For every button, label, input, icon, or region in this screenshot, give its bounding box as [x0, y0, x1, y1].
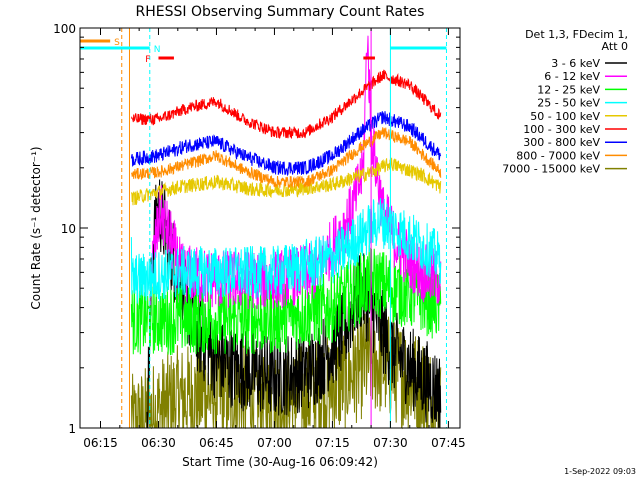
x-tick-label-4: 07:15: [315, 436, 350, 450]
legend-header-line1: Det 1,3, FDecim 1,: [525, 28, 628, 41]
legend-label-5: 100 - 300 keV: [523, 123, 600, 136]
chart-title: RHESSI Observing Summary Count Rates: [136, 4, 425, 20]
legend-label-1: 6 - 12 keV: [544, 70, 600, 83]
x-tick-label-3: 07:00: [257, 436, 292, 450]
flag-label-0: S: [114, 38, 120, 48]
legend-label-0: 3 - 6 keV: [551, 57, 600, 70]
legend-label-2: 12 - 25 keV: [537, 83, 600, 96]
flag-label-1: N: [154, 45, 161, 55]
y-tick-label-0: 1: [68, 422, 76, 436]
y-tick-label-1: 10: [61, 222, 76, 236]
x-tick-label-5: 07:30: [373, 436, 408, 450]
series-line-4: [130, 157, 442, 206]
legend-label-3: 25 - 50 keV: [537, 97, 600, 110]
x-tick-label-0: 06:15: [83, 436, 118, 450]
x-tick-label-2: 06:45: [199, 436, 234, 450]
legend-label-6: 300 - 800 keV: [523, 136, 600, 149]
legend-label-8: 7000 - 15000 keV: [502, 163, 600, 176]
series-line-7: [130, 127, 442, 188]
x-tick-label-1: 06:30: [141, 436, 176, 450]
flag-bars: S NF: [80, 38, 447, 65]
legend-label-7: 800 - 7000 keV: [516, 149, 600, 162]
x-axis-ticks: 06:15 06:30 06:45 07:00 07:15 07:30 07:45: [83, 28, 466, 450]
y-axis-ticks: 1 10 100: [53, 22, 460, 436]
y-axis-label: Count Rate (s⁻¹ detector⁻¹): [29, 146, 43, 309]
x-axis-label: Start Time (30-Aug-16 06:09:42): [182, 455, 378, 469]
series-line-2: [130, 245, 442, 356]
render-timestamp: 1-Sep-2022 09:03: [564, 467, 636, 476]
series-line-3: [130, 198, 442, 304]
series-line-5: [130, 69, 442, 139]
time-markers: [121, 28, 447, 428]
series-line-6: [130, 111, 442, 177]
y-tick-label-2: 100: [53, 22, 76, 36]
x-tick-label-6: 07:45: [431, 436, 466, 450]
flag-label-3: F: [145, 55, 150, 65]
plot-area: [130, 35, 442, 430]
legend-label-4: 50 - 100 keV: [530, 110, 600, 123]
legend-header-line2: Att 0: [602, 40, 628, 53]
